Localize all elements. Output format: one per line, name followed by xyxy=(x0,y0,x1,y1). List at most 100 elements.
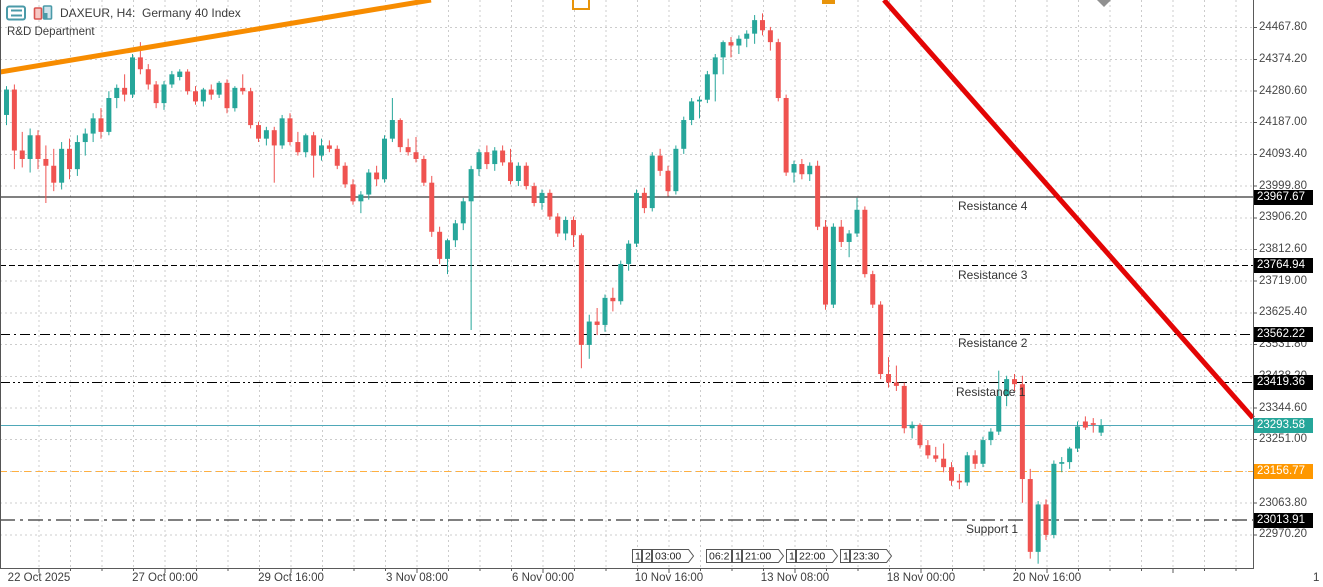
candle-bear xyxy=(941,443,947,473)
svg-text:06:2: 06:2 xyxy=(709,551,730,563)
candle-bear xyxy=(870,270,876,308)
scroll-position-triangle[interactable] xyxy=(1097,0,1111,7)
candle-bear xyxy=(334,145,340,170)
candle-bull xyxy=(515,162,521,187)
candle-bear xyxy=(1043,499,1049,540)
candle-bull xyxy=(476,148,482,176)
chart-header: DAXEUR, H4: Germany 40 Index xyxy=(6,5,241,21)
svg-text:1: 1 xyxy=(735,551,741,563)
time-flag[interactable]: 1 xyxy=(632,549,642,563)
candle-bull xyxy=(130,53,135,99)
candle-bear xyxy=(208,84,214,100)
time-flag[interactable]: 1 xyxy=(786,549,796,563)
candle-bull xyxy=(996,370,1002,436)
candle-bull xyxy=(1098,419,1104,437)
time-flag[interactable]: 1 xyxy=(732,549,742,563)
candle-bull xyxy=(980,436,986,468)
candle-bear xyxy=(783,94,789,176)
candle-bear xyxy=(665,165,671,197)
orange-anchor-mark[interactable] xyxy=(822,0,835,4)
svg-text:03:00: 03:00 xyxy=(655,551,681,563)
candle-bear xyxy=(193,86,198,105)
support-1-price-badge[interactable]: 23013.91 xyxy=(1254,512,1313,528)
candle-bull xyxy=(216,81,222,99)
candle-bull xyxy=(319,138,324,161)
candle-bear xyxy=(311,131,317,178)
resistance-3-price-badge[interactable]: 23764.94 xyxy=(1254,258,1313,274)
candle-bear xyxy=(815,160,821,231)
candle-bull xyxy=(752,15,758,44)
time-flag[interactable]: 06:2 xyxy=(706,549,732,563)
candle-bull xyxy=(1004,375,1010,407)
candle-bear xyxy=(760,13,765,36)
candle-bull xyxy=(4,86,9,126)
candle-bear xyxy=(240,74,246,95)
candle-bull xyxy=(634,189,639,248)
candle-bear xyxy=(1012,374,1017,391)
current-price-badge[interactable]: 23293.58 xyxy=(1254,417,1313,433)
candle-bear xyxy=(949,462,954,486)
candle-bear xyxy=(657,148,663,176)
candle-bull xyxy=(492,147,498,171)
candle-bear xyxy=(413,136,419,163)
candle-bear xyxy=(893,365,899,391)
candlestick-chart-icon[interactable] xyxy=(33,5,54,21)
orange-anchor-square[interactable] xyxy=(572,0,590,10)
candle-bear xyxy=(145,64,151,90)
candle-bear xyxy=(972,450,978,469)
ascending-trendline[interactable] xyxy=(0,0,432,75)
candle-bull xyxy=(177,69,183,81)
candle-bear xyxy=(500,145,506,166)
candle-bull xyxy=(27,128,33,173)
candle-bull xyxy=(114,84,120,109)
time-flag[interactable]: 22:00 xyxy=(796,549,839,563)
candle-bear xyxy=(271,126,277,183)
resistance-4-price-badge[interactable]: 23967.67 xyxy=(1254,189,1313,205)
svg-text:21:00: 21:00 xyxy=(745,551,771,563)
candle-bull xyxy=(539,189,545,210)
candle-bear xyxy=(35,130,41,170)
candle-bear xyxy=(886,357,891,388)
candle-bull xyxy=(358,191,364,214)
candle-bull xyxy=(586,314,592,359)
candle-bull xyxy=(389,98,395,143)
candle-bull xyxy=(468,165,474,331)
candle-bull xyxy=(563,216,569,241)
time-flag[interactable]: 03:00 xyxy=(652,549,695,563)
candle-bear xyxy=(775,38,781,102)
resistance-2-price-badge[interactable]: 23562.22 xyxy=(1254,326,1313,342)
orange-level-price-badge[interactable]: 23156.77 xyxy=(1254,464,1313,480)
candle-bull xyxy=(90,113,96,143)
chart-list-icon[interactable] xyxy=(6,5,27,21)
candle-bull xyxy=(964,451,970,486)
descending-trendline[interactable] xyxy=(882,0,1255,420)
candle-bull xyxy=(830,223,836,308)
candle-bear xyxy=(767,26,773,51)
candle-bear xyxy=(728,37,734,58)
candle-bull xyxy=(704,70,710,104)
candle-bear xyxy=(248,87,254,129)
candle-bear xyxy=(421,155,427,187)
candle-bear xyxy=(547,189,553,220)
candle-bear xyxy=(523,162,529,190)
candle-bull xyxy=(74,135,80,176)
time-flag[interactable]: 23:30 xyxy=(850,549,893,563)
candle-bear xyxy=(374,165,380,187)
candle-bull xyxy=(988,428,994,446)
candle-bear xyxy=(1027,468,1033,559)
candle-bull xyxy=(59,142,65,190)
candle-bear xyxy=(484,145,490,170)
candle-bear xyxy=(295,131,301,156)
candle-bull xyxy=(626,240,632,271)
candle-bear xyxy=(122,74,128,102)
candle-bear xyxy=(555,213,561,237)
time-flag[interactable]: 2 xyxy=(642,549,652,563)
candle-bear xyxy=(933,446,939,463)
time-flag[interactable]: 1 xyxy=(840,549,850,563)
resistance-1-price-badge[interactable]: 23419.36 xyxy=(1254,375,1313,391)
time-flag[interactable]: 21:00 xyxy=(742,549,785,563)
candle-bear xyxy=(925,440,931,459)
candle-bull xyxy=(169,70,175,88)
